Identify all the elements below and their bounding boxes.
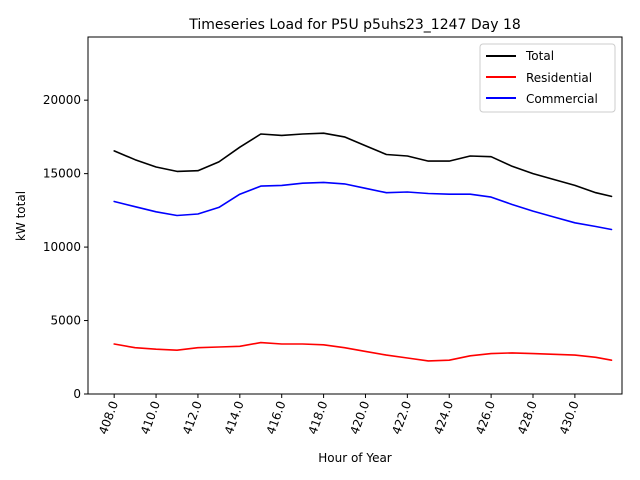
legend-label-residential: Residential (526, 71, 592, 85)
legend-box (479, 43, 616, 113)
y-tick-label: 10000 (43, 240, 81, 254)
y-tick-label: 5000 (50, 314, 81, 328)
x-tick-label: 410.0 (138, 399, 163, 436)
legend: Total Residential Commercial (479, 43, 616, 113)
x-tick-label: 418.0 (306, 399, 331, 436)
plot-frame (87, 36, 623, 395)
series-layer (113, 132, 613, 362)
series-line-residential (113, 341, 613, 362)
x-tick-label: 428.0 (515, 399, 540, 436)
x-axis-label: Hour of Year (318, 451, 392, 465)
legend-label-commercial: Commercial (526, 92, 598, 106)
y-tick-label: 20000 (43, 93, 81, 107)
x-tick-label: 430.0 (557, 399, 582, 436)
x-tick-label: 422.0 (389, 399, 414, 436)
legend-label-total: Total (525, 49, 554, 63)
series-line-total (113, 132, 613, 198)
y-tick-label: 0 (73, 387, 81, 401)
x-tick-label: 408.0 (96, 399, 121, 436)
series-line-commercial (113, 181, 613, 231)
x-tick-label: 414.0 (222, 399, 247, 436)
y-axis-label: kW total (14, 191, 28, 241)
y-tick-label: 15000 (43, 167, 81, 181)
y-axis-ticks: 0 5000 10000 15000 20000 (43, 93, 88, 401)
x-tick-label: 424.0 (431, 399, 456, 436)
chart-title: Timeseries Load for P5U p5uhs23_1247 Day… (188, 17, 521, 33)
x-tick-label: 416.0 (264, 399, 289, 436)
x-tick-label: 420.0 (347, 399, 372, 436)
x-tick-label: 412.0 (180, 399, 205, 436)
x-axis-ticks: 408.0 410.0 412.0 414.0 416.0 418.0 420.0 422.0… (96, 394, 582, 436)
x-tick-label: 426.0 (473, 399, 498, 436)
